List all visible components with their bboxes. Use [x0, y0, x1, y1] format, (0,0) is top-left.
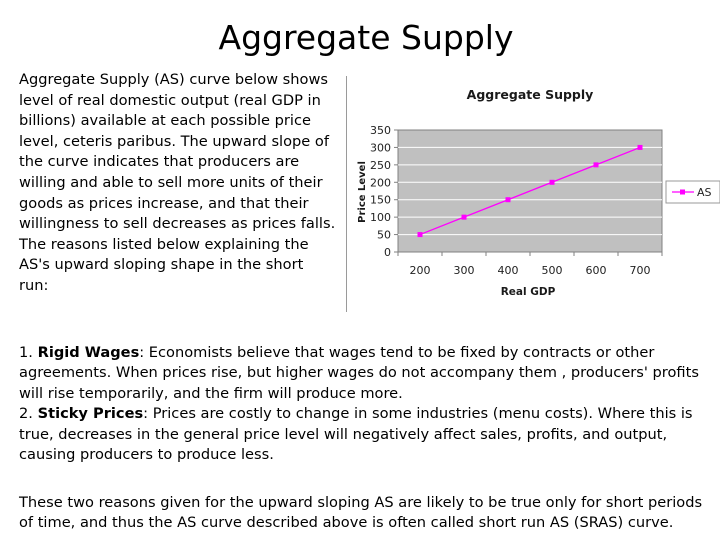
chart-title: Aggregate Supply [467, 87, 594, 102]
as-data-point [417, 232, 423, 238]
x-tick-label: 300 [454, 264, 475, 277]
reason-term: Rigid Wages [37, 344, 140, 361]
reason-sticky-prices: 2. Sticky Prices: Prices are costly to c… [19, 404, 709, 465]
y-tick-label: 150 [370, 194, 391, 207]
y-tick-label: 50 [377, 229, 391, 242]
y-tick-label: 100 [370, 211, 391, 224]
x-tick-label: 500 [542, 264, 563, 277]
as-series-line [419, 146, 641, 236]
y-tick-label: 300 [370, 141, 391, 154]
x-tick-label: 700 [630, 264, 651, 277]
y-tick-label: 0 [384, 246, 391, 259]
reason-text: : Prices are costly to change in some in… [19, 405, 693, 464]
aggregate-supply-chart: Aggregate Supply Price Level Real GDP 0 5… [357, 87, 720, 298]
conclusion-paragraph: These two reasons given for the upward s… [19, 494, 703, 532]
reason-rigid-wages: 1. Rigid Wages: Economists believe that … [19, 343, 709, 404]
y-tick-label: 350 [370, 124, 391, 137]
as-data-point [637, 144, 643, 150]
reason-number: 1. [19, 344, 33, 361]
intro-paragraph: Aggregate Supply (AS) curve below shows … [19, 71, 336, 294]
slide-title: Aggregate Supply [218, 18, 514, 57]
as-data-point [505, 197, 511, 203]
legend-marker [680, 189, 685, 195]
reason-text: : Economists believe that wages tend to … [19, 344, 699, 402]
x-tick-label: 400 [498, 264, 519, 277]
y-axis-label: Price Level [357, 161, 368, 223]
reasons-list: 1. Rigid Wages: Economists believe that … [19, 343, 709, 465]
y-tick-label: 200 [370, 176, 391, 189]
as-data-point [549, 179, 555, 185]
x-axis-label: Real GDP [501, 286, 556, 298]
x-tick-label: 200 [410, 264, 431, 277]
as-data-point [461, 214, 467, 220]
reason-number: 2. [19, 405, 33, 423]
x-tick-label: 600 [586, 264, 607, 277]
divider-line [346, 76, 347, 312]
reason-term: Sticky Prices [37, 405, 144, 423]
legend-label: AS [697, 186, 712, 199]
as-data-point [593, 162, 599, 168]
y-tick-label: 250 [370, 159, 391, 172]
